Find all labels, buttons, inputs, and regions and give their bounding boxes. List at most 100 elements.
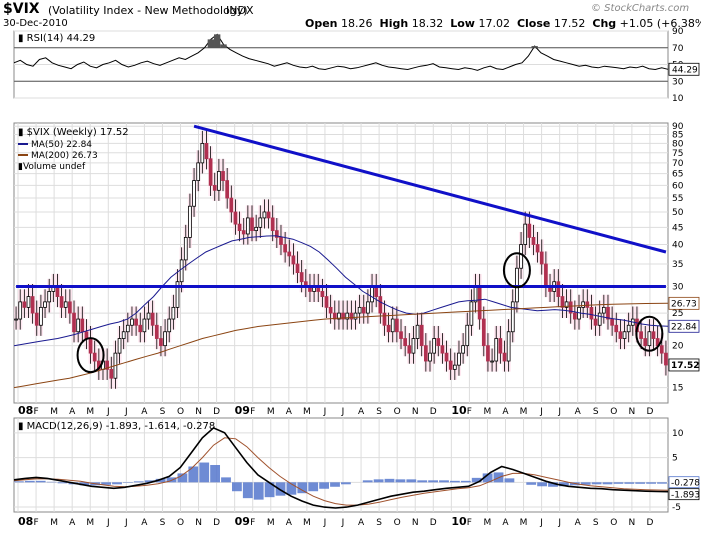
price-candle-body — [531, 237, 536, 245]
price-value-box — [668, 358, 700, 372]
rsi-last-value: 44.29 — [672, 65, 698, 75]
price-value-box — [668, 319, 700, 333]
quote-date: 30-Dec-2010 — [3, 18, 68, 29]
price-candle-body — [188, 205, 192, 238]
price-candle-body — [246, 217, 250, 235]
price-candle-body — [610, 318, 614, 326]
macd-histogram-bar — [373, 479, 384, 483]
rsi-tick-label: 90 — [672, 27, 684, 37]
price-candle-body — [535, 244, 540, 253]
price-candle-body — [370, 286, 374, 303]
price-candle-body — [84, 331, 89, 339]
price-tick-label: 35 — [672, 260, 683, 270]
macd-x-tick-label: F — [250, 518, 255, 528]
price-candle-body — [63, 301, 68, 308]
price-candle-body — [47, 291, 52, 303]
price-candle-body — [59, 296, 64, 308]
macd-tick-label: 5 — [672, 454, 678, 464]
price-candle-body — [208, 158, 213, 186]
volume-legend-label: ▮Volume undef — [18, 162, 86, 172]
macd-histogram-bar — [210, 465, 221, 483]
macd-hist-value-box — [668, 476, 700, 489]
macd-histogram-bar — [199, 462, 210, 483]
price-tick-label: 85 — [672, 131, 683, 141]
price-x-tick-label: F — [250, 407, 255, 417]
price-candle-body — [378, 296, 383, 314]
high-label: High — [379, 17, 409, 30]
price-candle-body — [345, 312, 350, 320]
price-candle-body — [142, 318, 147, 333]
price-tick-label: 70 — [672, 159, 684, 169]
macd-x-tick-label: A — [286, 518, 293, 528]
price-x-tick-label: 10 — [451, 404, 467, 417]
price-x-tick-label: 08 — [18, 404, 33, 417]
macd-histogram-bar — [417, 480, 428, 483]
price-candle-body — [502, 352, 507, 362]
low-value: 17.02 — [478, 17, 510, 30]
macd-histogram-bar — [57, 482, 68, 484]
price-x-tick-label: F — [33, 407, 38, 417]
macd-histogram-bar — [308, 482, 319, 492]
macd-value-box — [668, 488, 700, 501]
price-candle-body — [159, 338, 163, 347]
macd-x-tick-label: 10 — [451, 515, 467, 528]
macd-x-tick-label: S — [160, 518, 166, 528]
price-candle-body — [519, 244, 523, 269]
close-label: Close — [516, 17, 551, 30]
price-candle-body — [225, 180, 230, 199]
price-candle-body — [171, 306, 176, 320]
macd-histogram-bar — [177, 473, 188, 483]
price-candle-body — [55, 286, 60, 297]
rsi-overbought-fill — [220, 44, 227, 48]
price-candle-body — [349, 312, 354, 320]
price-candle-body — [419, 324, 424, 347]
macd-histogram-bar — [286, 482, 297, 495]
macd-histogram-bar — [221, 477, 231, 483]
price-x-tick-label: A — [575, 407, 582, 417]
price-candle-body — [43, 301, 47, 308]
macd-x-tick-label: A — [141, 518, 148, 528]
macd-histogram-bar — [232, 482, 242, 492]
ma200-line — [13, 302, 669, 389]
price-candle-body — [539, 251, 544, 265]
price-candle-body — [130, 318, 134, 326]
price-candle-body — [486, 345, 490, 362]
macd-histogram-bar — [537, 482, 548, 487]
price-candle-body — [357, 306, 362, 314]
price-candle-body — [428, 352, 432, 362]
macd-x-tick-label: M — [303, 518, 311, 528]
price-candle-body — [14, 318, 18, 321]
price-candle-body — [150, 312, 155, 326]
macd-histogram-bar — [450, 480, 460, 483]
price-candle-body — [560, 296, 565, 308]
price-candle-body — [639, 331, 643, 339]
macd-x-tick-label: 08 — [18, 515, 33, 528]
price-candle-body — [233, 211, 238, 225]
price-candle-body — [477, 286, 482, 320]
macd-histogram-bar — [24, 480, 35, 483]
macd-x-tick-label: S — [593, 518, 599, 528]
price-candle-body — [568, 301, 573, 314]
price-candle-body — [295, 263, 300, 273]
circled-low-marker — [635, 315, 664, 352]
price-candle-body — [415, 324, 420, 339]
macd-histogram-bar — [242, 482, 253, 499]
chg-value: +1.05 (+6.38%) — [619, 17, 701, 30]
macd-histogram-bar — [330, 482, 340, 487]
price-x-tick-label: N — [629, 407, 636, 417]
price-x-tick-label: M — [267, 407, 275, 417]
price-tick-label: 80 — [672, 139, 684, 149]
price-candle-body — [26, 296, 31, 308]
macd-histogram-bar — [460, 480, 471, 483]
macd-value: -1.893 — [671, 491, 700, 501]
price-x-tick-label: A — [141, 407, 148, 417]
macd-histogram-bar — [101, 482, 112, 485]
rsi-series-line — [13, 33, 669, 71]
price-candle-body — [659, 345, 664, 354]
price-candle-body — [121, 331, 126, 339]
macd-histogram-bar — [580, 482, 591, 485]
price-x-tick-label: S — [160, 407, 166, 417]
price-candle-body — [527, 223, 532, 238]
price-tick-label: 45 — [672, 223, 683, 233]
macd-histogram-bar — [602, 482, 613, 485]
